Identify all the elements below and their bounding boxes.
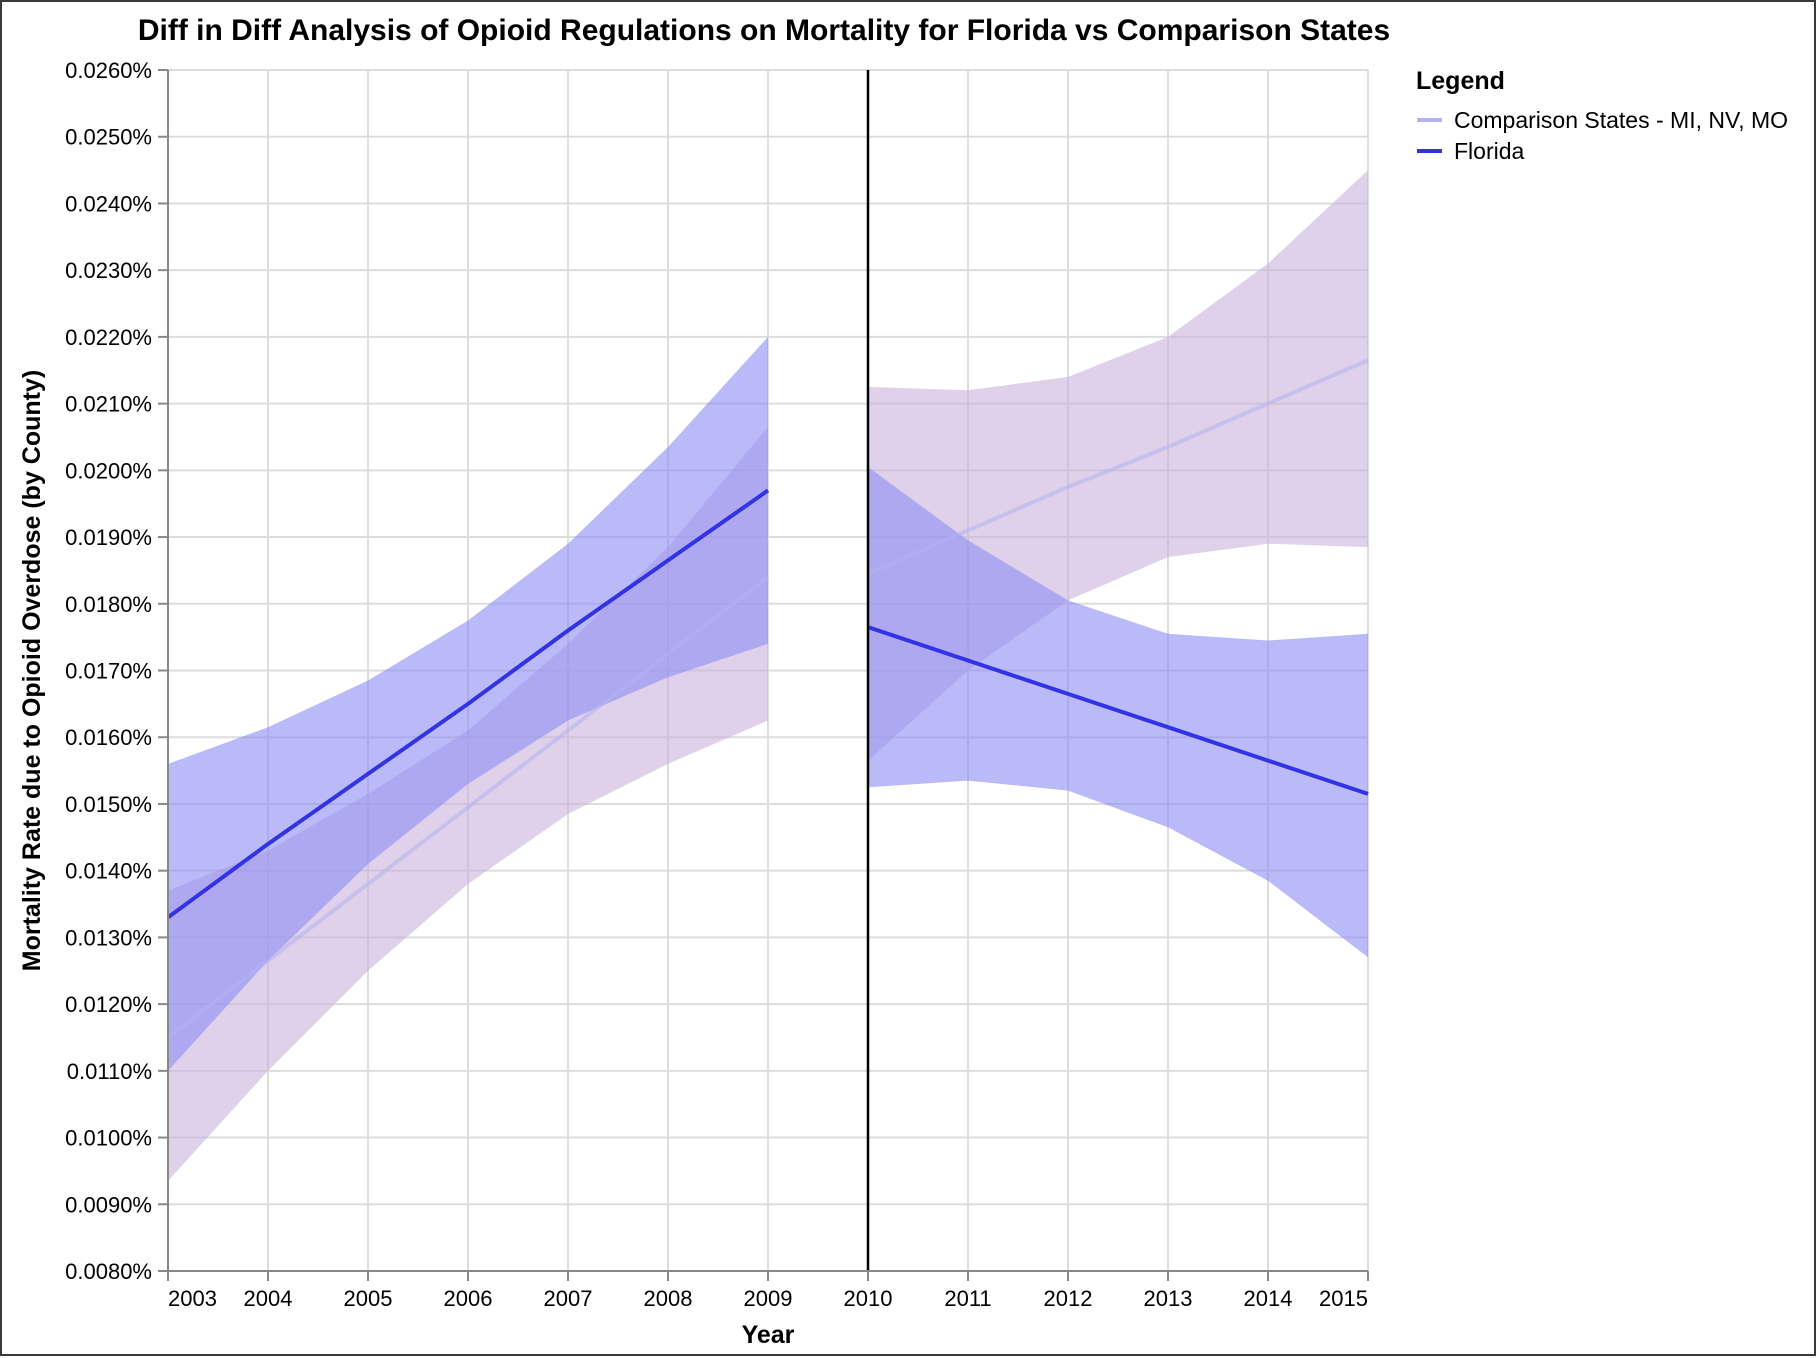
x-tick-label: 2010	[844, 1286, 893, 1311]
series-line	[166, 488, 770, 920]
series-line	[867, 358, 1369, 576]
y-tick-label: 0.0170%	[65, 659, 152, 684]
x-tick-label: 2009	[744, 1286, 793, 1311]
y-tick-label: 0.0210%	[65, 392, 152, 417]
x-tick-label: 2013	[1144, 1286, 1193, 1311]
x-tick-label: 2012	[1044, 1286, 1093, 1311]
series-line	[867, 625, 1369, 796]
y-tick-label: 0.0150%	[65, 792, 152, 817]
y-tick-label: 0.0200%	[65, 458, 152, 483]
y-tick-label: 0.0220%	[65, 325, 152, 350]
y-tick-label: 0.0130%	[65, 925, 152, 950]
y-tick-label: 0.0090%	[65, 1192, 152, 1217]
trend-lines	[166, 358, 1369, 1040]
x-tick-label: 2006	[444, 1286, 493, 1311]
y-tick-label: 0.0120%	[65, 992, 152, 1017]
y-tick-label: 0.0250%	[65, 125, 152, 150]
legend-label: Comparison States - MI, NV, MO	[1454, 107, 1788, 133]
x-tick-label: 2015	[1319, 1286, 1368, 1311]
x-tick-label: 2005	[344, 1286, 393, 1311]
y-tick-label: 0.0160%	[65, 725, 152, 750]
x-tick-label: 2008	[644, 1286, 693, 1311]
x-tick-label: 2011	[944, 1286, 991, 1311]
legend-label: Florida	[1454, 138, 1525, 164]
y-tick-label: 0.0240%	[65, 191, 152, 216]
legend: Legend Comparison States - MI, NV, MO Flo…	[1416, 67, 1788, 164]
y-tick-label: 0.0190%	[65, 525, 152, 550]
x-axis-title: Year	[742, 1321, 795, 1349]
y-tick-label: 0.0080%	[65, 1259, 152, 1284]
y-tick-label: 0.0180%	[65, 592, 152, 617]
series-line	[166, 575, 770, 1040]
y-axis-title: Mortality Rate due to Opioid Overdose (b…	[18, 370, 46, 971]
y-tick-label: 0.0260%	[65, 58, 152, 83]
x-tick-label: 2014	[1244, 1286, 1293, 1311]
y-tick-label: 0.0140%	[65, 859, 152, 884]
axes: 2003 2004 2005 2006 2007 2008 2009 2010 2011 2012…	[65, 58, 1369, 1311]
x-tick-label: 2007	[544, 1286, 593, 1311]
x-tick-label: 2003	[168, 1286, 217, 1311]
y-tick-label: 0.0110%	[67, 1059, 152, 1084]
y-tick-label: 0.0230%	[65, 258, 152, 283]
x-tick-label: 2004	[244, 1286, 293, 1311]
chart-title: Diff in Diff Analysis of Opioid Regulati…	[138, 14, 1390, 47]
y-tick-label: 0.0100%	[65, 1126, 152, 1151]
legend-title: Legend	[1416, 67, 1505, 95]
